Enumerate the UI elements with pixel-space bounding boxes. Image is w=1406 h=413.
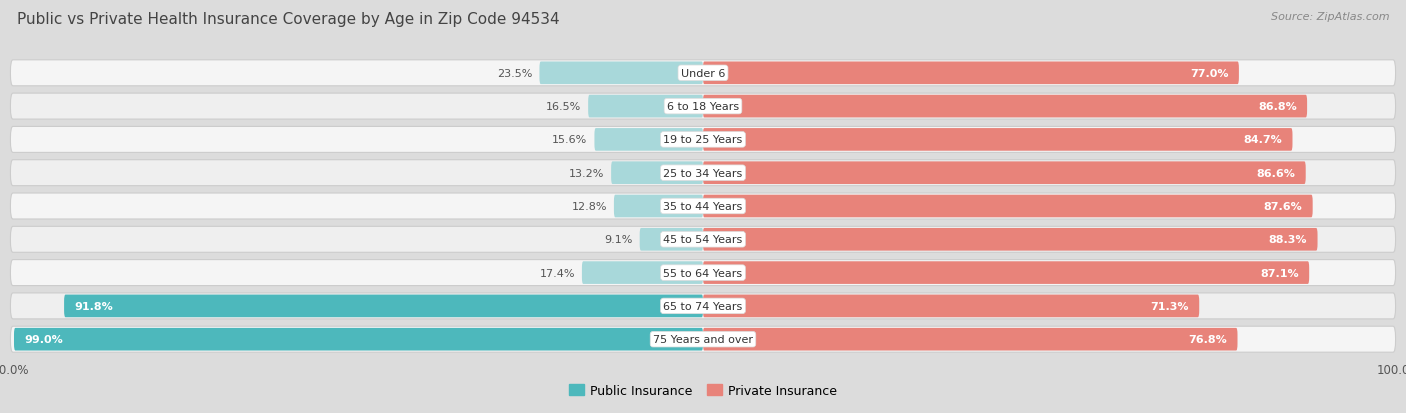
Text: Under 6: Under 6: [681, 69, 725, 78]
Text: 86.6%: 86.6%: [1257, 168, 1295, 178]
Text: 17.4%: 17.4%: [540, 268, 575, 278]
FancyBboxPatch shape: [703, 162, 1306, 185]
Text: 35 to 44 Years: 35 to 44 Years: [664, 202, 742, 211]
FancyBboxPatch shape: [10, 293, 1396, 319]
Text: 15.6%: 15.6%: [553, 135, 588, 145]
FancyBboxPatch shape: [10, 160, 1396, 186]
Text: 16.5%: 16.5%: [546, 102, 581, 112]
FancyBboxPatch shape: [703, 95, 1308, 118]
Text: 55 to 64 Years: 55 to 64 Years: [664, 268, 742, 278]
FancyBboxPatch shape: [703, 195, 1313, 218]
FancyBboxPatch shape: [703, 129, 1292, 151]
Text: 84.7%: 84.7%: [1243, 135, 1282, 145]
FancyBboxPatch shape: [703, 262, 1309, 284]
Text: 87.6%: 87.6%: [1264, 202, 1302, 211]
FancyBboxPatch shape: [65, 295, 703, 318]
FancyBboxPatch shape: [703, 295, 1199, 318]
Text: 91.8%: 91.8%: [75, 301, 114, 311]
FancyBboxPatch shape: [582, 262, 703, 284]
Text: 75 Years and over: 75 Years and over: [652, 335, 754, 344]
FancyBboxPatch shape: [703, 228, 1317, 251]
FancyBboxPatch shape: [612, 162, 703, 185]
Text: 45 to 54 Years: 45 to 54 Years: [664, 235, 742, 245]
FancyBboxPatch shape: [640, 228, 703, 251]
Text: 23.5%: 23.5%: [498, 69, 533, 78]
Text: 86.8%: 86.8%: [1258, 102, 1296, 112]
Text: 71.3%: 71.3%: [1150, 301, 1189, 311]
Text: 19 to 25 Years: 19 to 25 Years: [664, 135, 742, 145]
Text: 77.0%: 77.0%: [1189, 69, 1229, 78]
Text: 88.3%: 88.3%: [1268, 235, 1308, 245]
FancyBboxPatch shape: [703, 328, 1237, 351]
FancyBboxPatch shape: [10, 194, 1396, 219]
FancyBboxPatch shape: [10, 94, 1396, 120]
FancyBboxPatch shape: [14, 328, 703, 351]
Text: 9.1%: 9.1%: [605, 235, 633, 245]
FancyBboxPatch shape: [588, 95, 703, 118]
Legend: Public Insurance, Private Insurance: Public Insurance, Private Insurance: [564, 379, 842, 402]
Text: 25 to 34 Years: 25 to 34 Years: [664, 168, 742, 178]
FancyBboxPatch shape: [703, 62, 1239, 85]
Text: Source: ZipAtlas.com: Source: ZipAtlas.com: [1271, 12, 1389, 22]
Text: 99.0%: 99.0%: [24, 335, 63, 344]
FancyBboxPatch shape: [10, 61, 1396, 87]
Text: 65 to 74 Years: 65 to 74 Years: [664, 301, 742, 311]
FancyBboxPatch shape: [10, 260, 1396, 286]
Text: 12.8%: 12.8%: [571, 202, 607, 211]
Text: 76.8%: 76.8%: [1188, 335, 1227, 344]
Text: 6 to 18 Years: 6 to 18 Years: [666, 102, 740, 112]
Text: Public vs Private Health Insurance Coverage by Age in Zip Code 94534: Public vs Private Health Insurance Cover…: [17, 12, 560, 27]
FancyBboxPatch shape: [595, 129, 703, 151]
Text: 87.1%: 87.1%: [1260, 268, 1299, 278]
FancyBboxPatch shape: [614, 195, 703, 218]
Text: 13.2%: 13.2%: [569, 168, 605, 178]
FancyBboxPatch shape: [10, 127, 1396, 153]
FancyBboxPatch shape: [10, 227, 1396, 253]
FancyBboxPatch shape: [540, 62, 703, 85]
FancyBboxPatch shape: [10, 326, 1396, 352]
